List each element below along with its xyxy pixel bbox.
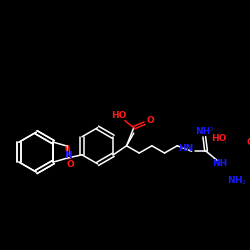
Text: HO: HO: [211, 134, 226, 143]
Text: HO: HO: [112, 112, 127, 120]
Text: O: O: [246, 138, 250, 147]
Text: N: N: [64, 151, 72, 160]
Text: NH$_{2}$: NH$_{2}$: [227, 175, 247, 187]
Text: HN: HN: [178, 144, 194, 153]
Text: O: O: [66, 160, 74, 169]
Text: O: O: [146, 116, 154, 125]
Text: NH: NH: [195, 127, 210, 136]
Text: NH: NH: [212, 159, 227, 168]
Text: $_{2}$: $_{2}$: [209, 125, 214, 134]
